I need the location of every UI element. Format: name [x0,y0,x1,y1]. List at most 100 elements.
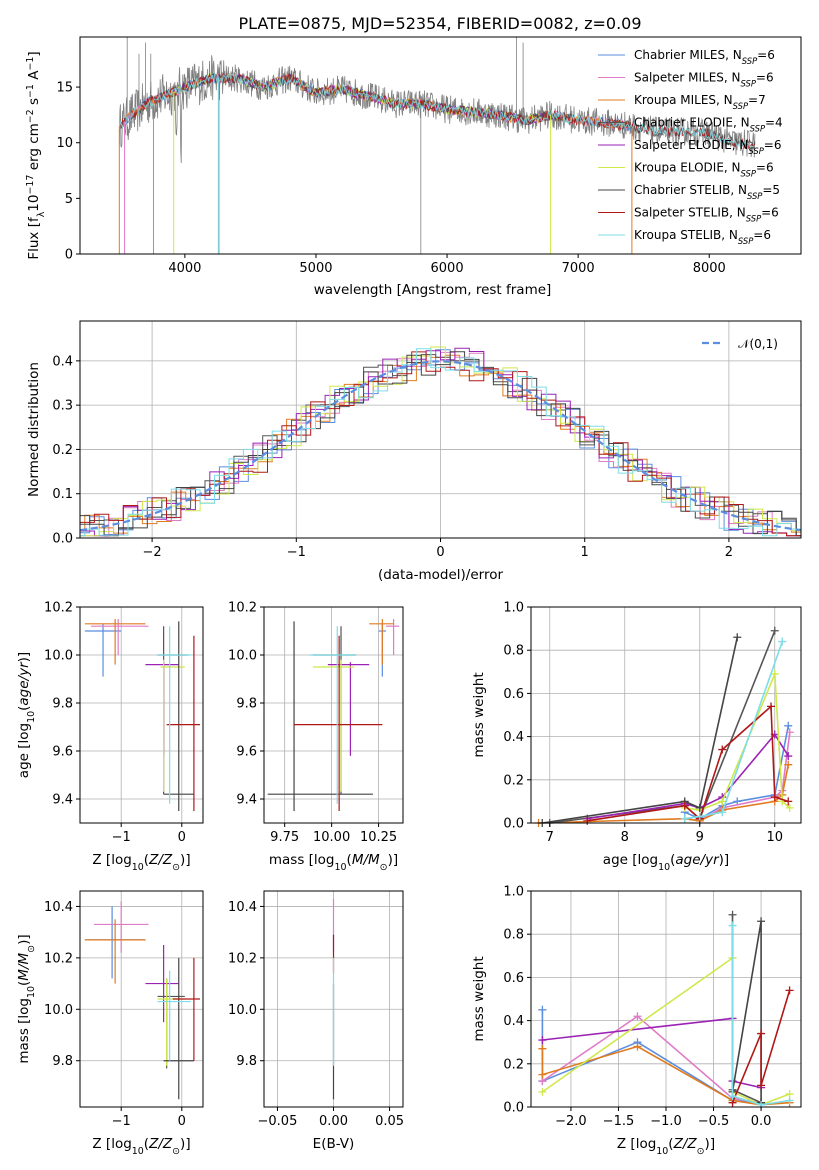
label-part: ] [26,51,42,56]
x-tick-label: −2.0 [555,1114,587,1129]
label-part: age [log [603,852,658,868]
label-part: )] [705,1136,716,1152]
y-tick-label: 0.2 [52,443,73,458]
figure-title: PLATE=0875, MJD=52354, FIBERID=0082, z=0… [238,14,641,33]
label-part: SSP [741,79,757,89]
label-part: A [26,70,42,84]
legend-label-salpeter_elodie: Salpeter ELODIE, NSSP=6 [634,138,782,156]
label-part: )] [180,852,191,868]
weight-line-chabrier_miles [541,1009,762,1104]
y-tick-label: 9.8 [236,1054,257,1069]
legend-label-kroupa_stelib: Kroupa STELIB, NSSP=6 [634,228,771,246]
axes-frame [79,606,204,824]
weight-marker-salpeter_stelib [785,986,794,995]
label-part: SSP [742,56,758,66]
weight-marker-salpeter_stelib [757,1029,766,1038]
weight-marker-salpeter_stelib [770,793,779,802]
label-part: Salpeter MILES, N [634,71,741,85]
label-part: SSP [750,124,766,134]
weight-line-chabrier_elodie [549,630,776,824]
x-tick-label: 0 [436,545,444,560]
label-part: Kroupa STELIB, N [634,228,738,242]
weight-line-salpeter_stelib [731,990,791,1104]
y-axis-label: Normed distribution [26,362,42,497]
label-part: M/M [352,852,380,868]
label-part: ( [670,852,675,868]
weight-marker-kroupa_elodie [785,803,794,812]
y-tick-label: 10.4 [44,900,73,915]
data-layer [80,37,801,1109]
y-tick-label: 0.0 [52,532,73,547]
y-axis-label: mass weight [471,672,487,757]
y-tick-label: 9.8 [236,697,257,712]
label-part: =7 [748,93,766,107]
y-tick-label: 10.2 [228,951,257,966]
label-part: mass [log [16,998,32,1064]
x-tick-label: 6000 [431,261,464,276]
label-part: Z/Z [148,1136,173,1152]
legend-label-salpeter_stelib: Salpeter STELIB, NSSP=6 [634,206,779,224]
residual-histogram-kroupa_stelib [80,348,801,537]
y-tick-label: 0.4 [52,354,73,369]
label-part: ⊙ [172,1146,180,1157]
label-part: age [log [16,723,32,778]
weight-marker-salpeter_stelib [583,816,592,825]
label-part: =4 [765,116,783,130]
y-axis-label: Flux [fλ10−17 erg cm−2 s−1 A−1] [25,51,47,259]
weight-marker-kroupa_elodie [770,669,779,678]
weight-line-chabrier_stelib [731,921,762,1103]
x-tick-label: 0 [178,830,186,845]
weight-line-salpeter_elodie [587,733,789,820]
label-part: Z [log [92,852,131,868]
label-part: Flux [f [26,216,42,260]
weight-line-kroupa_stelib [684,641,784,820]
label-part: Chabrier STELIB, N [634,183,747,197]
label-part: Z/Z [673,1136,698,1152]
label-part: ⊙ [697,1146,705,1157]
y-tick-label: 0.1 [52,487,73,502]
label-part: ( [347,852,352,868]
mass_vs_Z-plot-area [84,901,200,1100]
label-part: SSP [733,101,749,111]
label-part: ⊙ [26,945,37,953]
label-part: ( [16,706,32,711]
label-part: 10 [132,1146,144,1157]
label-part: Kroupa MILES, N [634,93,733,107]
weight-marker-salpeter_stelib [718,745,727,754]
y-tick-label: 9.8 [52,697,73,712]
x-tick-label: −1.0 [650,1114,682,1129]
x-tick-label: 10.25 [360,830,397,845]
label-part: Chabrier MILES, N [634,48,742,62]
y-tick-label: 0.8 [503,644,524,659]
x-tick-label: 2 [725,545,733,560]
axes-frame [79,890,204,1108]
x-tick-label: 10 [766,830,783,845]
label-part: SSP [746,214,762,224]
y-tick-label: 10.2 [44,951,73,966]
y-tick-label: 1.0 [503,885,524,900]
y-tick-label: 9.6 [236,745,257,760]
label-part: SSP [748,146,764,156]
x-tick-label: −2 [143,545,162,560]
y-tick-label: 10.0 [228,649,257,664]
residual-plot-area [80,346,801,537]
weight-marker-kroupa_miles [538,1070,547,1079]
x-tick-label: 7 [546,830,554,845]
axes-frame [263,606,404,824]
x-axis-label: (data-model)/error [378,567,504,583]
x-axis-label: E(B-V) [313,1136,355,1152]
x-tick-label: 0.05 [375,1114,404,1129]
x-axis-label: wavelength [Angstrom, rest frame] [314,282,552,298]
weight-marker-chabrier_miles [538,1005,547,1014]
label-part: )] [180,1136,191,1152]
weight-marker-chabrier_stelib [733,633,742,642]
legend-label-normal: 𝒩(0,1) [738,337,778,351]
spectrum-plot-area [118,37,756,254]
x-tick-label: 9 [696,830,704,845]
label-part: Salpeter STELIB, N [634,206,746,220]
weight-marker-kroupa_elodie [718,797,727,806]
x-tick-label: −1 [112,830,131,845]
weight_vs_Z-plot-area [538,910,794,1109]
weight-marker-kroupa_elodie [538,1087,547,1096]
